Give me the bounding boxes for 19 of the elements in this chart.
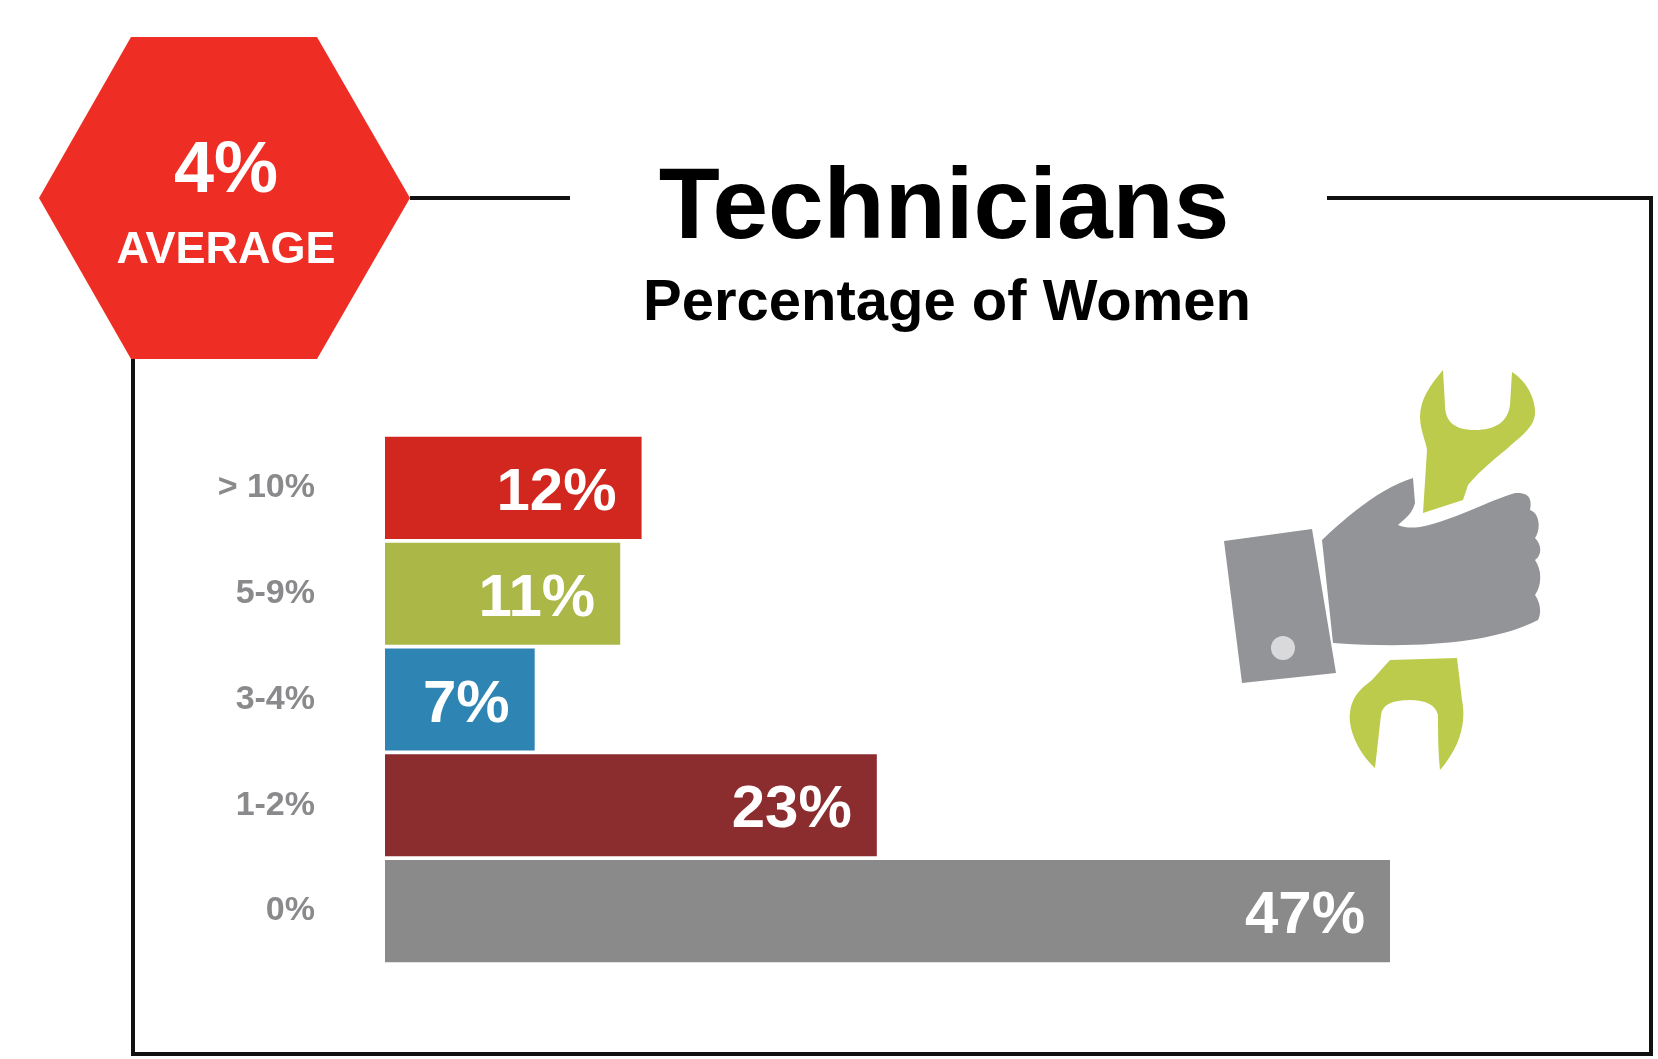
y-tick-label: 3-4% — [235, 677, 315, 716]
y-tick-label: 1-2% — [235, 783, 315, 822]
bar — [385, 754, 877, 857]
chart-subtitle: Percentage of Women — [642, 267, 1252, 332]
data-label: 7% — [422, 667, 510, 735]
y-tick-label: 0% — [265, 889, 315, 928]
data-label: 23% — [731, 773, 852, 841]
y-tick-label: > 10% — [217, 466, 315, 505]
chart-title: Technicians — [658, 147, 1230, 259]
bar — [385, 860, 1390, 963]
data-label: 11% — [478, 561, 596, 629]
data-label: 47% — [1244, 879, 1365, 947]
bar — [385, 542, 621, 645]
y-tick-label: 5-9% — [235, 572, 315, 611]
bar — [385, 648, 535, 751]
bar — [385, 436, 642, 539]
text: 4% — [173, 127, 279, 207]
text: AVERAGE — [116, 222, 336, 273]
data-label: 12% — [496, 455, 617, 523]
